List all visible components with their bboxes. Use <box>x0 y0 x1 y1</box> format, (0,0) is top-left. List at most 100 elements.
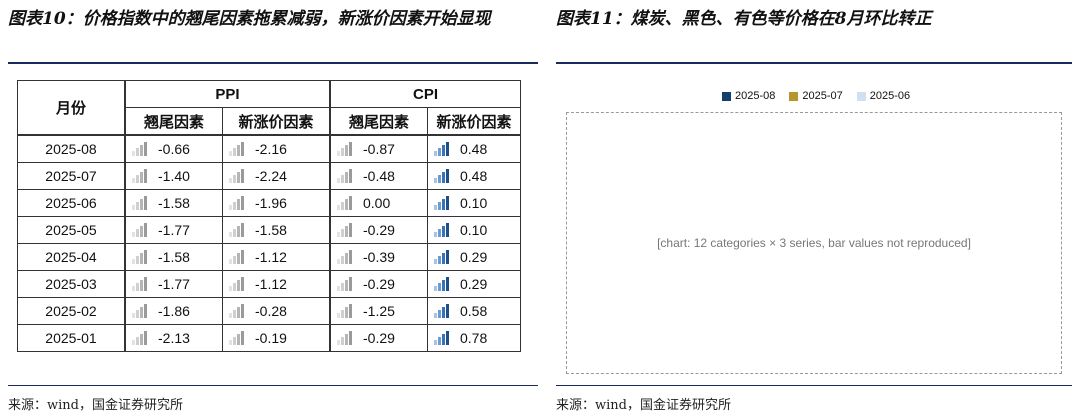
left-footer-rule <box>8 385 538 386</box>
cell-value: -1.77 <box>158 276 190 292</box>
month-cell: 2025-02 <box>17 297 126 325</box>
data-bar-icon <box>132 196 148 210</box>
cell-value: -1.40 <box>158 168 190 184</box>
data-bar-icon <box>434 196 450 210</box>
data-bar-icon <box>337 223 353 237</box>
legend-label: 2025-06 <box>869 90 911 102</box>
data-bar-icon <box>132 304 148 318</box>
value-cell: -1.96 <box>222 189 331 217</box>
cell-value: -2.13 <box>158 330 190 346</box>
cell-value: -1.77 <box>158 222 190 238</box>
data-bar-icon <box>229 142 245 156</box>
table-row: 2025-02 -1.86 -0.28 -1.25 0.58 <box>17 297 521 325</box>
value-cell: -0.29 <box>329 324 428 352</box>
value-cell: 0.29 <box>427 270 521 298</box>
cell-value: 0.78 <box>460 330 488 346</box>
value-cell: -0.29 <box>329 216 428 244</box>
data-bar-icon <box>229 304 245 318</box>
table-row: 2025-06 -1.58 -1.96 0.00 0.10 <box>17 189 521 217</box>
left-title-rule <box>8 62 538 64</box>
data-bar-icon <box>337 304 353 318</box>
data-bar-icon <box>337 169 353 183</box>
value-cell: 0.10 <box>427 216 521 244</box>
data-bar-icon <box>434 169 450 183</box>
month-cell: 2025-04 <box>17 243 126 271</box>
value-cell: -1.12 <box>222 270 331 298</box>
cell-value: 0.10 <box>460 195 488 211</box>
data-bar-icon <box>434 277 450 291</box>
right-source-note: 来源：wind，国金证券研究所 <box>556 398 731 413</box>
table-row: 2025-04 -1.58 -1.12 -0.39 0.29 <box>17 243 521 271</box>
data-bar-icon <box>229 196 245 210</box>
data-bar-icon <box>337 277 353 291</box>
data-bar-icon <box>132 277 148 291</box>
value-cell: -0.87 <box>329 134 428 163</box>
cpi-new-price-header: 新涨价因素 <box>427 107 521 136</box>
data-bar-icon <box>337 250 353 264</box>
cell-value: -1.96 <box>255 195 287 211</box>
value-cell: -1.77 <box>124 270 223 298</box>
value-cell: 0.78 <box>427 324 521 352</box>
cell-value: 0.00 <box>363 195 391 211</box>
data-bar-icon <box>434 304 450 318</box>
data-bar-icon <box>229 331 245 345</box>
data-bar-icon <box>132 223 148 237</box>
value-cell: -2.16 <box>222 134 331 163</box>
value-cell: -0.39 <box>329 243 428 271</box>
value-cell: -0.28 <box>222 297 331 325</box>
value-cell: 0.48 <box>427 134 521 163</box>
cell-value: -0.66 <box>158 141 190 157</box>
data-bar-icon <box>229 250 245 264</box>
data-bar-icon <box>434 250 450 264</box>
month-cell: 2025-08 <box>17 134 126 163</box>
data-bar-icon <box>229 277 245 291</box>
ppi-group-header: PPI <box>124 80 331 108</box>
cell-value: -0.29 <box>363 276 395 292</box>
data-bar-icon <box>337 331 353 345</box>
cell-value: 0.29 <box>460 249 488 265</box>
value-cell: 0.10 <box>427 189 521 217</box>
value-cell: -0.29 <box>329 270 428 298</box>
ppi-carryover-header: 翘尾因素 <box>124 107 223 136</box>
legend-label: 2025-08 <box>735 90 776 102</box>
data-bar-icon <box>132 331 148 345</box>
right-footer-rule <box>556 385 1072 386</box>
data-bar-icon <box>132 169 148 183</box>
cell-value: -1.58 <box>255 222 287 238</box>
price-factor-table: 月份 PPI CPI 翘尾因素 新涨价因素 翘尾因素 新涨价因素 2025-08… <box>17 80 521 352</box>
cell-value: -2.24 <box>255 168 287 184</box>
month-cell: 2025-05 <box>17 216 126 244</box>
value-cell: -1.58 <box>124 243 223 271</box>
value-cell: 0.29 <box>427 243 521 271</box>
value-cell: -1.58 <box>222 216 331 244</box>
legend-item: 2025-07 <box>789 90 843 102</box>
cell-value: -1.86 <box>158 303 190 319</box>
cell-value: 0.48 <box>460 168 488 184</box>
cell-value: 0.29 <box>460 276 488 292</box>
month-cell: 2025-01 <box>17 324 126 352</box>
cell-value: 0.10 <box>460 222 488 238</box>
value-cell: 0.58 <box>427 297 521 325</box>
data-bar-icon <box>132 142 148 156</box>
cell-value: -0.87 <box>363 141 395 157</box>
right-figure-title: 图表11：煤炭、黑色、有色等价格在8月环比转正 <box>556 9 932 29</box>
value-cell: -1.25 <box>329 297 428 325</box>
cell-value: -2.16 <box>255 141 287 157</box>
legend-label: 2025-07 <box>802 90 843 102</box>
cell-value: -0.48 <box>363 168 395 184</box>
value-cell: -2.13 <box>124 324 223 352</box>
month-header: 月份 <box>17 80 126 136</box>
cell-value: -1.25 <box>363 303 395 319</box>
cell-value: -0.19 <box>255 330 287 346</box>
table-row: 2025-01 -2.13 -0.19 -0.29 0.78 <box>17 324 521 352</box>
value-cell: -0.19 <box>222 324 331 352</box>
data-bar-icon <box>434 223 450 237</box>
legend-swatch <box>789 91 799 101</box>
cell-value: 0.48 <box>460 141 488 157</box>
cell-value: -0.29 <box>363 222 395 238</box>
value-cell: 0.00 <box>329 189 428 217</box>
chart-legend: 2025-08 2025-07 2025-06 <box>722 90 910 102</box>
left-source-note: 来源：wind，国金证券研究所 <box>8 398 183 413</box>
value-cell: -1.40 <box>124 162 223 190</box>
cell-value: -0.39 <box>363 249 395 265</box>
